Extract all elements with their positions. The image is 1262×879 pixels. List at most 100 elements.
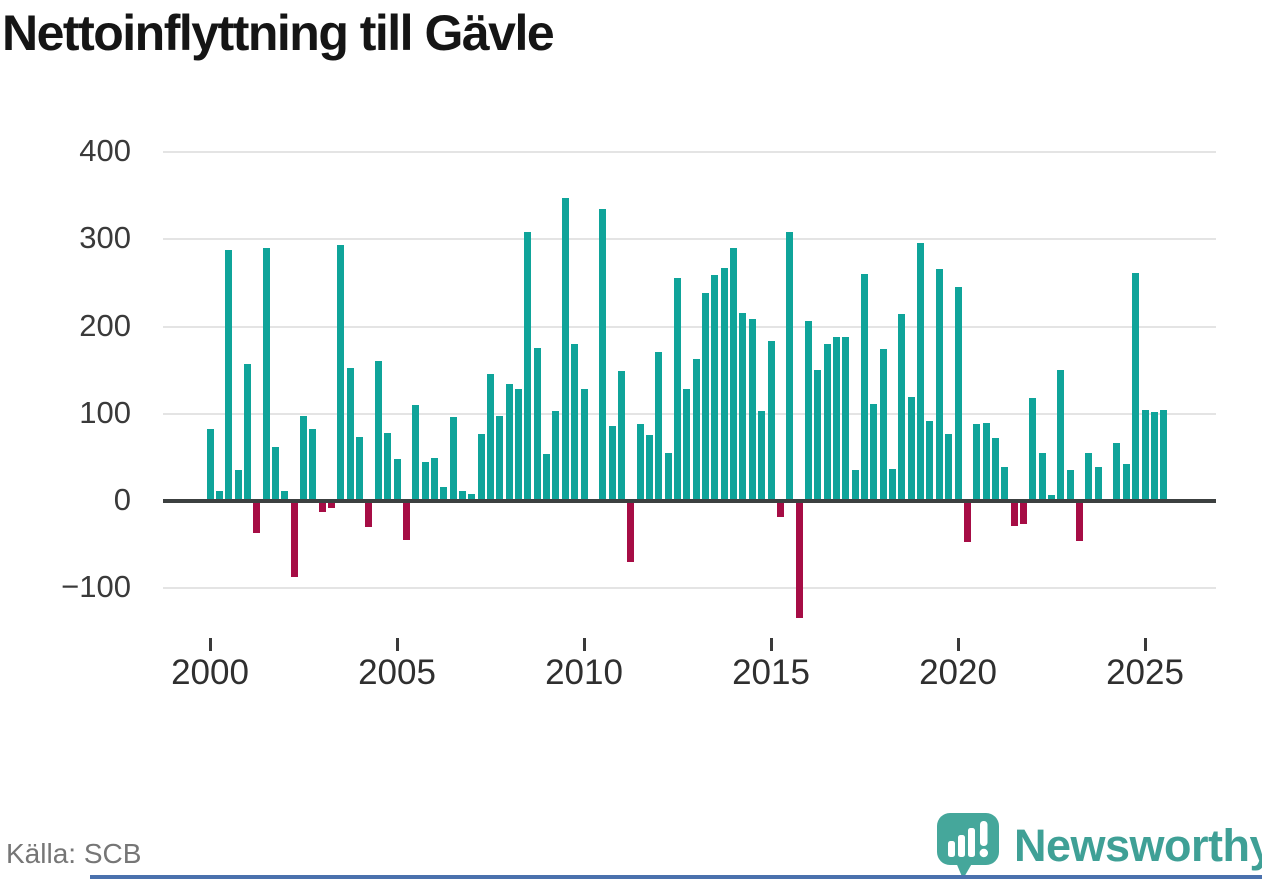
bar-positive	[1132, 272, 1140, 501]
y-tick-label: 200	[79, 307, 131, 343]
y-gridline	[163, 238, 1216, 241]
x-tick	[208, 638, 212, 651]
newsworthy-logo-text: Newsworthy	[1014, 820, 1262, 871]
bar-positive	[870, 404, 878, 501]
bar-positive	[851, 470, 859, 501]
bar-positive	[346, 368, 354, 501]
bar-positive	[384, 432, 392, 501]
bar-positive	[982, 422, 990, 501]
bar-positive	[1094, 466, 1102, 501]
bar-positive	[580, 388, 588, 501]
bar-negative	[1076, 503, 1084, 542]
y-tick-label: 400	[79, 133, 131, 169]
x-tick	[582, 638, 586, 651]
bar-positive	[748, 318, 756, 501]
bar-negative	[963, 503, 971, 543]
bar-positive	[720, 268, 728, 501]
bar-positive	[561, 197, 569, 501]
newsworthy-logo: Newsworthy	[936, 812, 1262, 879]
bar-positive	[926, 420, 934, 501]
bar-positive	[973, 424, 981, 501]
bar-positive	[271, 446, 279, 501]
bar-positive	[412, 405, 420, 501]
bar-positive	[337, 244, 345, 501]
bar-negative	[290, 503, 298, 578]
bar-positive	[468, 494, 476, 501]
bar-positive	[608, 426, 616, 501]
bar-positive	[945, 433, 953, 501]
bar-positive	[702, 292, 710, 501]
bar-positive	[1085, 453, 1093, 501]
bar-positive	[1038, 453, 1046, 501]
x-tick-label: 2025	[1106, 653, 1184, 692]
bar-positive	[1150, 412, 1158, 501]
bar-positive	[309, 428, 317, 501]
bar-positive	[262, 248, 270, 501]
bar-positive	[449, 417, 457, 501]
bar-positive	[215, 490, 223, 501]
bar-positive	[515, 388, 523, 501]
y-tick-label: 0	[113, 482, 131, 517]
bar-positive	[889, 468, 897, 501]
bar-positive	[861, 274, 868, 501]
bar-positive	[879, 349, 887, 501]
bar-positive	[758, 411, 766, 501]
bar-positive	[524, 232, 532, 501]
x-tick	[1143, 638, 1147, 651]
bar-positive	[954, 287, 962, 501]
bar-positive	[374, 361, 382, 501]
x-tick	[395, 638, 399, 651]
x-tick-label: 2020	[919, 653, 997, 692]
bar-positive	[683, 389, 691, 501]
x-tick	[956, 638, 960, 651]
bar-positive	[711, 275, 719, 501]
bar-positive	[1122, 463, 1130, 501]
y-gridline	[163, 587, 1216, 590]
y-tick-label: −100	[61, 569, 131, 605]
bar-negative	[318, 503, 326, 512]
bar-positive	[571, 344, 579, 501]
bar-positive	[739, 312, 747, 501]
bar-positive	[935, 269, 943, 501]
bar-positive	[300, 415, 307, 501]
bar-positive	[786, 232, 794, 501]
bar-positive	[440, 487, 448, 501]
y-gridline	[163, 151, 1216, 154]
bar-positive	[898, 313, 906, 501]
bar-positive	[1160, 410, 1168, 501]
bar-positive	[655, 351, 663, 501]
bar-positive	[599, 208, 607, 501]
y-gridline	[163, 325, 1216, 328]
bar-negative	[776, 503, 784, 517]
bar-positive	[243, 364, 251, 501]
x-tick-label: 2000	[171, 653, 249, 692]
bar-positive	[674, 277, 681, 501]
bar-negative	[1019, 503, 1027, 524]
bar-negative	[795, 503, 803, 619]
bar-negative	[402, 503, 410, 540]
bar-positive	[477, 433, 485, 501]
bar-positive	[496, 415, 504, 501]
bar-positive	[1113, 442, 1121, 501]
bar-positive	[842, 337, 850, 501]
bar-negative	[1010, 503, 1018, 526]
bar-positive	[1066, 469, 1074, 501]
bar-positive	[1048, 494, 1055, 501]
bar-positive	[730, 248, 738, 501]
bar-positive	[692, 358, 700, 501]
source-label: Källa: SCB	[6, 838, 142, 869]
bar-positive	[225, 249, 233, 501]
bar-positive	[393, 459, 401, 501]
bar-positive	[814, 370, 822, 501]
bar-positive	[1057, 370, 1065, 501]
bar-positive	[234, 470, 242, 501]
bar-positive	[832, 337, 840, 501]
bar-negative	[328, 503, 336, 509]
bottom-accent-line	[90, 875, 1262, 879]
bar-positive	[543, 453, 551, 501]
bar-positive	[804, 321, 812, 501]
bar-positive	[458, 490, 466, 501]
bar-positive	[533, 348, 541, 501]
